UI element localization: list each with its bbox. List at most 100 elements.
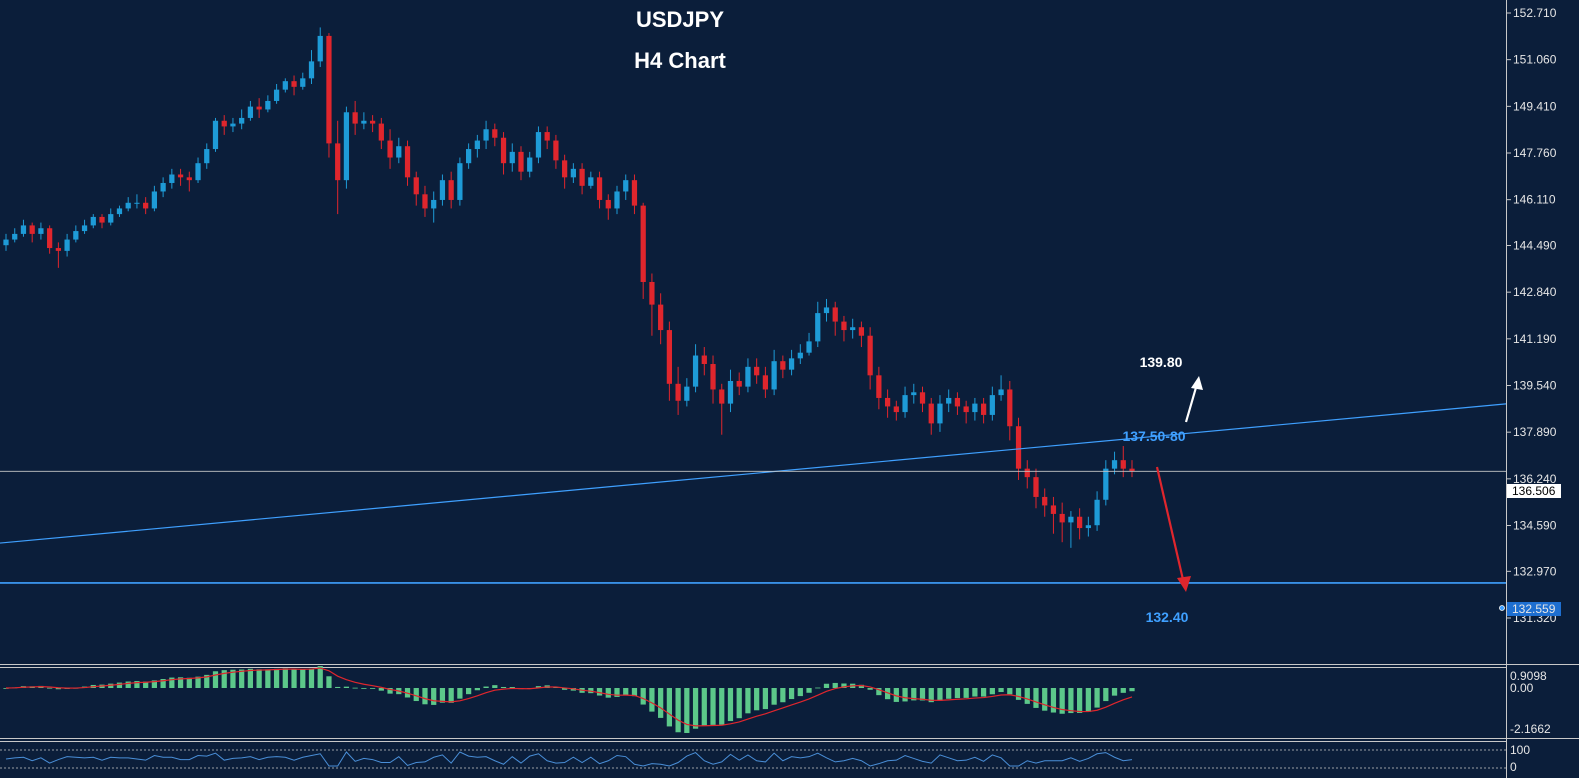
macd-bar xyxy=(832,682,838,688)
candle-body xyxy=(282,81,288,90)
macd-bar xyxy=(300,669,306,688)
price-tick-label: 142.840 xyxy=(1513,285,1557,299)
candle-body xyxy=(1059,513,1065,523)
candle-body xyxy=(614,191,620,209)
macd-bar xyxy=(841,683,847,688)
price-tick-label: 136.240 xyxy=(1513,472,1557,486)
candle-body xyxy=(221,120,227,127)
macd-bar xyxy=(1068,688,1074,714)
candle-body xyxy=(326,35,332,144)
candle-body xyxy=(518,151,524,172)
candle-body xyxy=(116,208,123,215)
macd-tick-top: 0.9098 xyxy=(1510,669,1547,683)
macd-bar xyxy=(3,688,9,689)
macd-bar xyxy=(937,688,943,701)
candle-body xyxy=(230,123,236,127)
candle-body xyxy=(186,177,192,181)
macd-bar xyxy=(614,688,620,697)
macd-bar xyxy=(788,688,795,700)
candle-body xyxy=(980,403,987,415)
candle-body xyxy=(404,146,411,178)
candle-body xyxy=(1129,468,1135,472)
candle-body xyxy=(1120,460,1126,469)
macd-bar xyxy=(1059,688,1065,714)
macd-bar xyxy=(666,688,672,727)
candle-body xyxy=(1007,389,1013,427)
macd-bar xyxy=(928,688,934,703)
macd-bar xyxy=(605,688,611,698)
candles-layer xyxy=(3,27,1135,548)
candle-body xyxy=(125,202,131,209)
macd-bar xyxy=(422,688,428,705)
macd-bar xyxy=(47,687,53,689)
macd-bar xyxy=(509,687,515,688)
trendline[interactable] xyxy=(0,403,1507,544)
macd-bar xyxy=(273,668,280,688)
candle-body xyxy=(841,321,847,331)
candle-body xyxy=(1015,426,1022,469)
macd-bar xyxy=(710,688,716,725)
candle-body xyxy=(858,327,865,336)
candle-body xyxy=(788,358,795,370)
macd-bar xyxy=(474,688,480,691)
macd-bar xyxy=(989,688,995,695)
candle-body xyxy=(422,194,428,209)
macd-bar xyxy=(762,688,769,710)
macd-bar xyxy=(125,681,131,688)
candle-body xyxy=(570,168,576,178)
macd-bar xyxy=(343,686,350,688)
macd-bar xyxy=(439,688,446,703)
current-price-value: 136.506 xyxy=(1512,484,1556,498)
candle-body xyxy=(448,180,454,200)
support-line-handle[interactable] xyxy=(1499,605,1505,611)
macd-bar xyxy=(335,686,341,688)
macd-bar xyxy=(692,688,699,729)
macd-bar xyxy=(239,669,245,688)
candle-body xyxy=(535,132,542,158)
price-tick-label: 137.890 xyxy=(1513,425,1557,439)
macd-bar xyxy=(326,676,332,688)
candle-body xyxy=(38,228,44,234)
macd-bar xyxy=(806,688,812,693)
main-panel-bg xyxy=(0,0,1506,664)
candle-body xyxy=(361,120,367,124)
macd-bar xyxy=(186,677,192,688)
candle-body xyxy=(588,177,594,186)
candle-body xyxy=(378,123,384,141)
support-price-value: 132.559 xyxy=(1512,602,1556,616)
candle-body xyxy=(675,383,681,401)
macd-bar xyxy=(771,688,777,705)
candle-body xyxy=(369,120,376,124)
candle-body xyxy=(3,239,9,246)
macd-bar xyxy=(160,679,166,688)
candle-body xyxy=(544,132,550,141)
candle-body xyxy=(29,225,35,234)
macd-bar xyxy=(797,688,803,697)
price-tick-label: 151.060 xyxy=(1513,53,1557,67)
candle-body xyxy=(352,112,358,124)
candle-body xyxy=(884,397,891,407)
macd-bar xyxy=(736,688,742,719)
macd-bar xyxy=(963,688,969,698)
macd-bar xyxy=(134,681,140,688)
annotation-trendline-label: 137.50-80 xyxy=(1122,428,1185,444)
macd-bar xyxy=(745,688,751,714)
macd-bar xyxy=(483,686,489,688)
price-tick-label: 132.970 xyxy=(1513,564,1557,578)
candle-body xyxy=(1042,496,1048,506)
macd-bar xyxy=(116,682,123,688)
macd-bar xyxy=(727,688,734,722)
candle-body xyxy=(160,182,166,192)
candle-body xyxy=(387,140,393,158)
candle-body xyxy=(413,177,419,195)
macd-bar xyxy=(492,685,498,688)
candle-body xyxy=(300,78,306,87)
macd-bar xyxy=(649,688,655,712)
current-price-tag[interactable]: 136.506 xyxy=(1507,484,1561,498)
support-price-tag[interactable]: 132.559 xyxy=(1507,602,1561,616)
candle-body xyxy=(780,361,786,370)
macd-bar xyxy=(500,686,507,688)
candle-body xyxy=(169,174,175,183)
candle-body xyxy=(850,327,856,331)
candle-body xyxy=(631,180,638,206)
